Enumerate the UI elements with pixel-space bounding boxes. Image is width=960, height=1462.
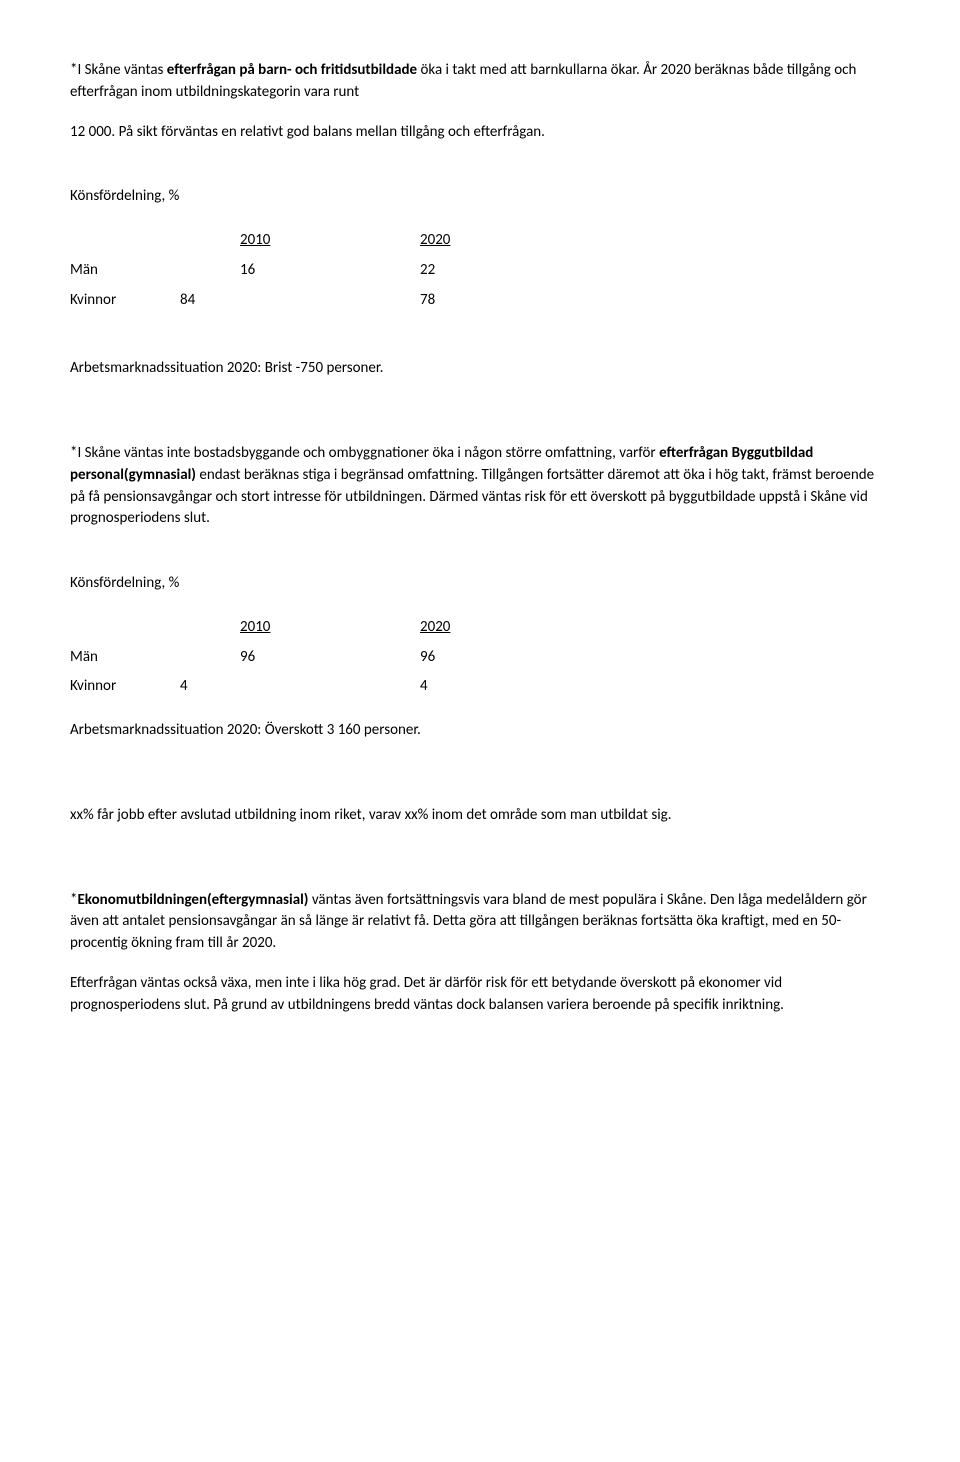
- p1-bold: efterfrågan på barn- och fritidsutbildad…: [167, 61, 417, 79]
- paragraph-3: xx% får jobb efter avslutad utbildning i…: [70, 805, 890, 827]
- gender-dist-label-1: Könsfördelning, %: [70, 186, 890, 208]
- year-2010: 2010: [240, 613, 420, 643]
- table-row: Män 16 22: [70, 256, 600, 286]
- paragraph-1b: 12 000. På sikt förväntas en relativt go…: [70, 122, 890, 144]
- men-label: Män: [70, 256, 180, 286]
- paragraph-1: *I Skåne väntas efterfrågan på barn- och…: [70, 60, 890, 104]
- gender-table-1: 2010 2020 Män 16 22 Kvinnor 84 78: [70, 226, 600, 315]
- table-row: Kvinnor 84 78: [70, 286, 600, 316]
- paragraph-5: Efterfrågan väntas också växa, men inte …: [70, 973, 890, 1017]
- p2-pre: *I Skåne väntas inte bostadsbyggande och…: [70, 444, 659, 462]
- situation-1: Arbetsmarknadssituation 2020: Brist -750…: [70, 358, 890, 380]
- women-label: Kvinnor: [70, 672, 180, 702]
- women-label: Kvinnor: [70, 286, 180, 316]
- t2-women-2020: 4: [420, 672, 600, 702]
- t1-women-2020: 78: [420, 286, 600, 316]
- year-2020: 2020: [420, 226, 600, 256]
- paragraph-2: *I Skåne väntas inte bostadsbyggande och…: [70, 443, 890, 530]
- situation-2: Arbetsmarknadssituation 2020: Överskott …: [70, 720, 890, 742]
- gender-table-2: 2010 2020 Män 96 96 Kvinnor 4 4: [70, 613, 600, 702]
- t1-women-2010: 84: [180, 286, 240, 316]
- gender-dist-label-2: Könsfördelning, %: [70, 573, 890, 595]
- p4-bold: Ekonomutbildningen(eftergymnasial): [77, 891, 308, 909]
- t1-men-2020: 22: [420, 256, 600, 286]
- men-label: Män: [70, 643, 180, 673]
- t2-women-2010: 4: [180, 672, 240, 702]
- p1-pre: *I Skåne väntas: [70, 61, 167, 79]
- table-row: Män 96 96: [70, 643, 600, 673]
- t2-men-2020: 96: [420, 643, 600, 673]
- t2-men-2010: 96: [240, 643, 420, 673]
- year-2020: 2020: [420, 613, 600, 643]
- table-row: 2010 2020: [70, 613, 600, 643]
- table-row: Kvinnor 4 4: [70, 672, 600, 702]
- year-2010: 2010: [240, 226, 420, 256]
- table-row: 2010 2020: [70, 226, 600, 256]
- paragraph-4: *Ekonomutbildningen(eftergymnasial) vänt…: [70, 890, 890, 955]
- t1-men-2010: 16: [240, 256, 420, 286]
